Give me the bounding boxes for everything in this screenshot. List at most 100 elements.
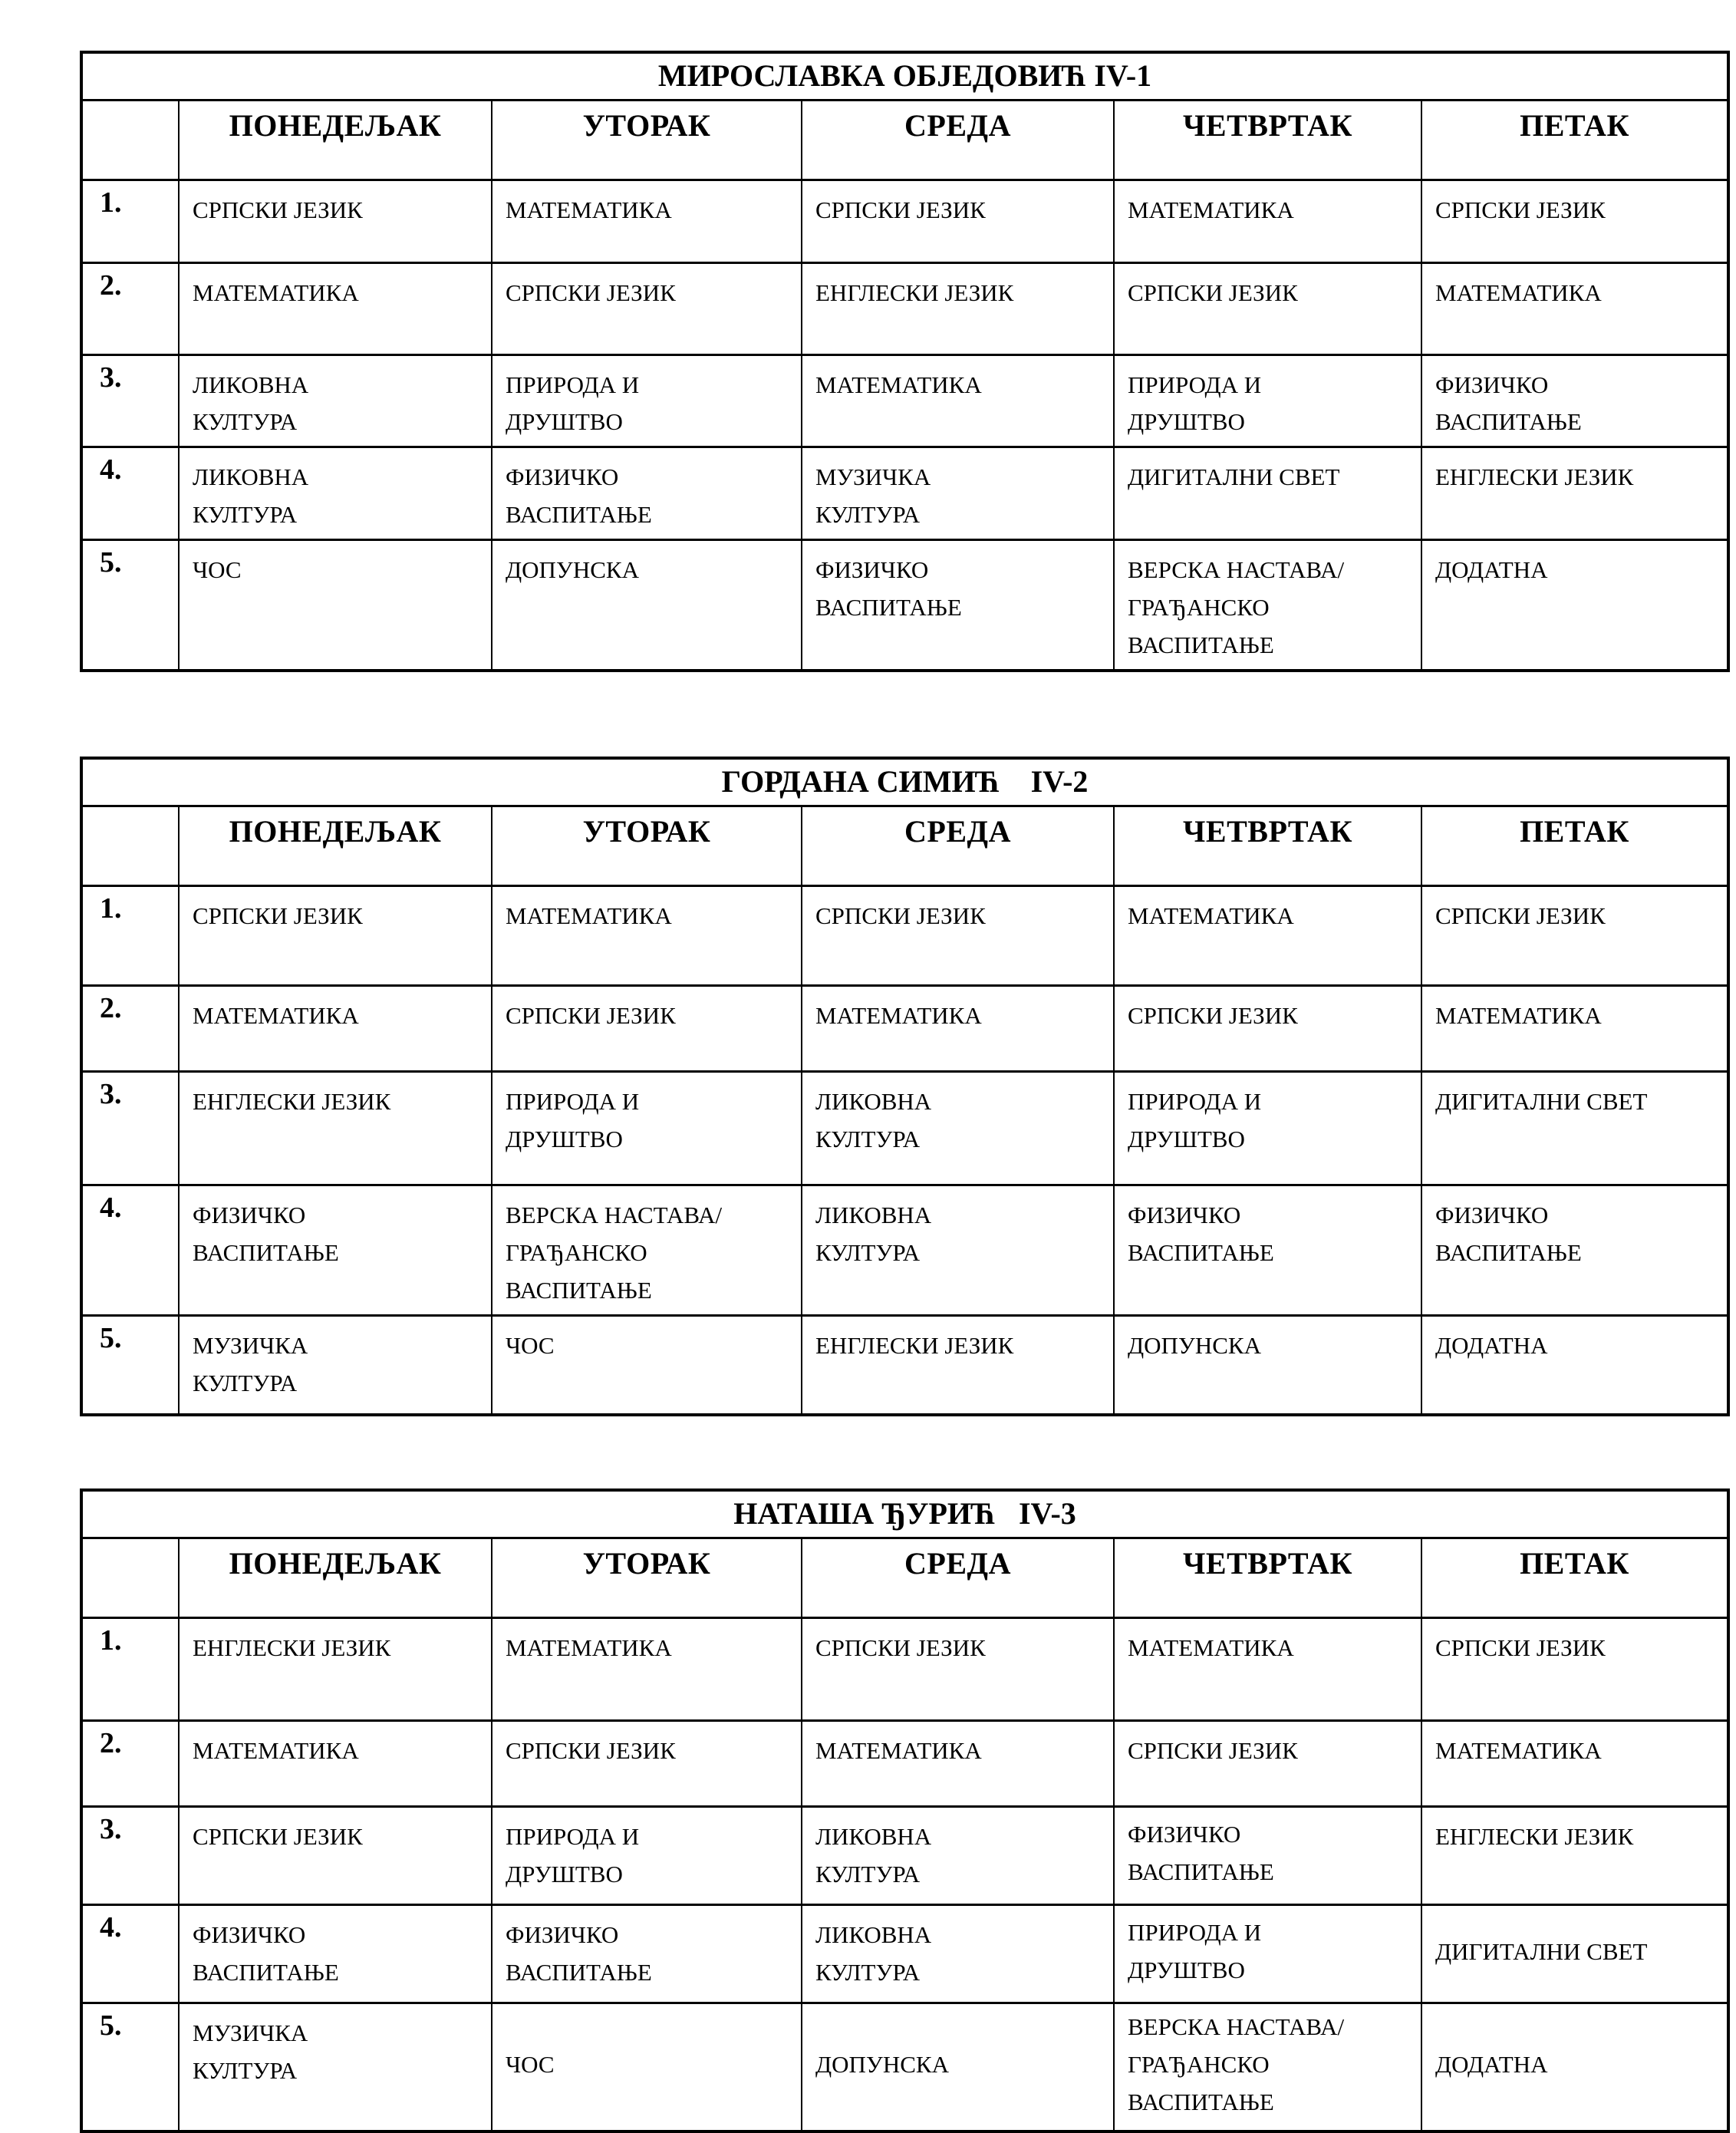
table-title: МИРОСЛАВКА ОБЈЕДОВИЋ IV-1 bbox=[80, 51, 1730, 101]
subject-cell: МУЗИЧКА КУЛТУРА bbox=[178, 2001, 492, 2133]
table-row: 2. МАТЕМАТИКА СРПСКИ ЈЕЗИК ЕНГЛЕСКИ ЈЕЗИК СР… bbox=[81, 261, 1730, 356]
subject-cell: МАТЕМАТИКА bbox=[1113, 1616, 1422, 1722]
table-row: 3. ЕНГЛЕСКИ ЈЕЗИК ПРИРОДА И ДРУШТВО ЛИКОВНА… bbox=[81, 1070, 1730, 1186]
subject-cell: ФИЗИЧКО ВАСПИТАЊЕ bbox=[178, 1903, 492, 2004]
subject-cell: ЧОС bbox=[178, 539, 492, 672]
subject-cell: МАТЕМАТИКА bbox=[491, 178, 802, 264]
table-row: 3. ЛИКОВНА КУЛТУРА ПРИРОДА И ДРУШТВО МАТЕМА… bbox=[81, 353, 1730, 449]
period-number: 5. bbox=[81, 1314, 180, 1416]
period-number: 2. bbox=[81, 1719, 180, 1808]
subject-cell: МАТЕМАТИКА bbox=[178, 984, 492, 1073]
subject-cell: МАТЕМАТИКА bbox=[178, 261, 492, 356]
subject-cell: ФИЗИЧКО ВАСПИТАЊЕ bbox=[491, 1903, 802, 2004]
subject-cell: ЛИКОВНА КУЛТУРА bbox=[801, 1903, 1115, 2004]
day-header: УТОРАК bbox=[491, 1536, 802, 1619]
subject-cell: МАТЕМАТИКА bbox=[801, 1719, 1115, 1808]
subject-cell: ЕНГЛЕСКИ ЈЕЗИК bbox=[801, 261, 1115, 356]
subject-cell: СРПСКИ ЈЕЗИК bbox=[178, 178, 492, 264]
table-row: 4. ЛИКОВНА КУЛТУРА ФИЗИЧКО ВАСПИТАЊЕ МУЗИЧК… bbox=[81, 446, 1730, 542]
period-number: 3. bbox=[81, 1805, 180, 1906]
subject-cell: ДОДАТНА bbox=[1420, 539, 1730, 672]
subject-cell: ДОПУНСКА bbox=[801, 2001, 1115, 2133]
subject-cell: ДИГИТАЛНИ СВЕТ bbox=[1421, 1903, 1729, 2004]
subject-cell: ФИЗИЧКО ВАСПИТАЊЕ bbox=[1113, 1183, 1422, 1317]
subject-cell: МАТЕМАТИКА bbox=[491, 1616, 802, 1722]
day-header: УТОРАК bbox=[491, 804, 802, 887]
corner-cell bbox=[81, 804, 180, 887]
table-row: 4. ФИЗИЧКО ВАСПИТАЊЕ ФИЗИЧКО ВАСПИТАЊЕ ЛИКО… bbox=[81, 1903, 1729, 2004]
table-row: 4. ФИЗИЧКО ВАСПИТАЊЕ ВЕРСКА НАСТАВА/ ГРАЂА… bbox=[81, 1183, 1730, 1317]
period-number: 4. bbox=[81, 446, 180, 542]
subject-cell: СРПСКИ ЈЕЗИК bbox=[1420, 178, 1730, 264]
table-title: ГОРДАНА СИМИЋ IV-2 bbox=[80, 757, 1730, 807]
subject-cell: МАТЕМАТИКА bbox=[1421, 1719, 1729, 1808]
day-header: ПОНЕДЕЉАК bbox=[178, 804, 492, 887]
subject-cell: ЕНГЛЕСКИ ЈЕЗИК bbox=[178, 1070, 492, 1186]
subject-cell: ДИГИТАЛНИ СВЕТ bbox=[1113, 446, 1422, 542]
table-row: 5. МУЗИЧКА КУЛТУРА ЧОС ЕНГЛЕСКИ ЈЕЗИК ДОПУНС… bbox=[81, 1314, 1730, 1416]
day-header: ЧЕТВРТАК bbox=[1113, 98, 1422, 181]
subject-cell: ПРИРОДА И ДРУШТВО bbox=[491, 1805, 802, 1906]
subject-cell: ВЕРСКА НАСТАВА/ ГРАЂАНСКО ВАСПИТАЊЕ bbox=[1113, 2001, 1422, 2133]
subject-cell: СРПСКИ ЈЕЗИК bbox=[178, 1805, 492, 1906]
day-header: ПЕТАК bbox=[1421, 1536, 1729, 1619]
period-number: 1. bbox=[81, 1616, 180, 1722]
subject-cell: ЕНГЛЕСКИ ЈЕЗИК bbox=[178, 1616, 492, 1722]
subject-cell: ПРИРОДА И ДРУШТВО bbox=[1113, 1070, 1422, 1186]
subject-cell: МАТЕМАТИКА bbox=[1420, 984, 1730, 1073]
subject-cell: МАТЕМАТИКА bbox=[801, 353, 1115, 449]
subject-cell: СРПСКИ ЈЕЗИК bbox=[491, 1719, 802, 1808]
period-number: 4. bbox=[81, 1183, 180, 1317]
subject-cell: СРПСКИ ЈЕЗИК bbox=[1113, 984, 1422, 1073]
document-page: МИРОСЛАВКА ОБЈЕДОВИЋ IV-1 ПОНЕДЕЉАК УТОРАК… bbox=[80, 51, 1731, 2133]
subject-cell: ЧОС bbox=[491, 1314, 802, 1416]
subject-cell: СРПСКИ ЈЕЗИК bbox=[1113, 261, 1422, 356]
timetable-table-1: МИРОСЛАВКА ОБЈЕДОВИЋ IV-1 ПОНЕДЕЉАК УТОРАК… bbox=[80, 51, 1731, 673]
subject-cell: ПРИРОДА И ДРУШТВО bbox=[1113, 353, 1422, 449]
period-number: 4. bbox=[81, 1903, 180, 2004]
period-number: 2. bbox=[81, 984, 180, 1073]
subject-cell: СРПСКИ ЈЕЗИК bbox=[1421, 1616, 1729, 1722]
period-number: 3. bbox=[81, 353, 180, 449]
timetable-table-2: ГОРДАНА СИМИЋ IV-2 ПОНЕДЕЉАК УТОРАК СРЕДА ЧЕ… bbox=[80, 757, 1731, 1417]
table-row: 3. СРПСКИ ЈЕЗИК ПРИРОДА И ДРУШТВО ЛИКОВНА К… bbox=[81, 1805, 1729, 1906]
table-row: 2. МАТЕМАТИКА СРПСКИ ЈЕЗИК МАТЕМАТИКА СРПСКИ… bbox=[81, 984, 1730, 1073]
subject-cell: СРПСКИ ЈЕЗИК bbox=[1113, 1719, 1422, 1808]
subject-cell: СРПСКИ ЈЕЗИК bbox=[491, 261, 802, 356]
day-header: ЧЕТВРТАК bbox=[1113, 1536, 1422, 1619]
period-number: 5. bbox=[81, 2001, 180, 2133]
subject-cell: ПРИРОДА И ДРУШТВО bbox=[491, 353, 802, 449]
subject-cell: МАТЕМАТИКА bbox=[1113, 884, 1422, 987]
subject-cell: ФИЗИЧКО ВАСПИТАЊЕ bbox=[1420, 353, 1730, 449]
subject-cell: МАТЕМАТИКА bbox=[178, 1719, 492, 1808]
day-header: ЧЕТВРТАК bbox=[1113, 804, 1422, 887]
table-title: НАТАША ЂУРИЋ IV-3 bbox=[81, 1488, 1729, 1539]
subject-cell: ФИЗИЧКО ВАСПИТАЊЕ bbox=[1420, 1183, 1730, 1317]
day-header: ПЕТАК bbox=[1420, 804, 1730, 887]
corner-cell bbox=[81, 98, 180, 181]
subject-cell: ЛИКОВНА КУЛТУРА bbox=[801, 1805, 1115, 1906]
period-number: 2. bbox=[81, 261, 180, 356]
subject-cell: СРПСКИ ЈЕЗИК bbox=[801, 178, 1115, 264]
subject-cell: СРПСКИ ЈЕЗИК bbox=[491, 984, 802, 1073]
subject-cell: ДОПУНСКА bbox=[491, 539, 802, 672]
subject-cell: МАТЕМАТИКА bbox=[491, 884, 802, 987]
subject-cell: ВЕРСКА НАСТАВА/ ГРАЂАНСКО ВАСПИТАЊЕ bbox=[1113, 539, 1422, 672]
subject-cell: ПРИРОДА И ДРУШТВО bbox=[1113, 1903, 1422, 2004]
subject-cell: ДОПУНСКА bbox=[1113, 1314, 1422, 1416]
period-number: 3. bbox=[81, 1070, 180, 1186]
subject-cell: МАТЕМАТИКА bbox=[801, 984, 1115, 1073]
day-header: ПОНЕДЕЉАК bbox=[178, 1536, 492, 1619]
subject-cell: ДИГИТАЛНИ СВЕТ bbox=[1420, 1070, 1730, 1186]
day-header: УТОРАК bbox=[491, 98, 802, 181]
subject-cell: ФИЗИЧКО ВАСПИТАЊЕ bbox=[178, 1183, 492, 1317]
subject-cell: ДОДАТНА bbox=[1420, 1314, 1730, 1416]
subject-cell: СРПСКИ ЈЕЗИК bbox=[1420, 884, 1730, 987]
subject-cell: ПРИРОДА И ДРУШТВО bbox=[491, 1070, 802, 1186]
subject-cell: ЛИКОВНА КУЛТУРА bbox=[801, 1183, 1115, 1317]
subject-cell: ЛИКОВНА КУЛТУРА bbox=[178, 446, 492, 542]
subject-cell: МУЗИЧКА КУЛТУРА bbox=[801, 446, 1115, 542]
subject-cell: СРПСКИ ЈЕЗИК bbox=[801, 884, 1115, 987]
table-row: 5. МУЗИЧКА КУЛТУРА ЧОС ДОПУНСКА ВЕРСКА НАСТА… bbox=[81, 2001, 1729, 2133]
corner-cell bbox=[81, 1536, 180, 1619]
